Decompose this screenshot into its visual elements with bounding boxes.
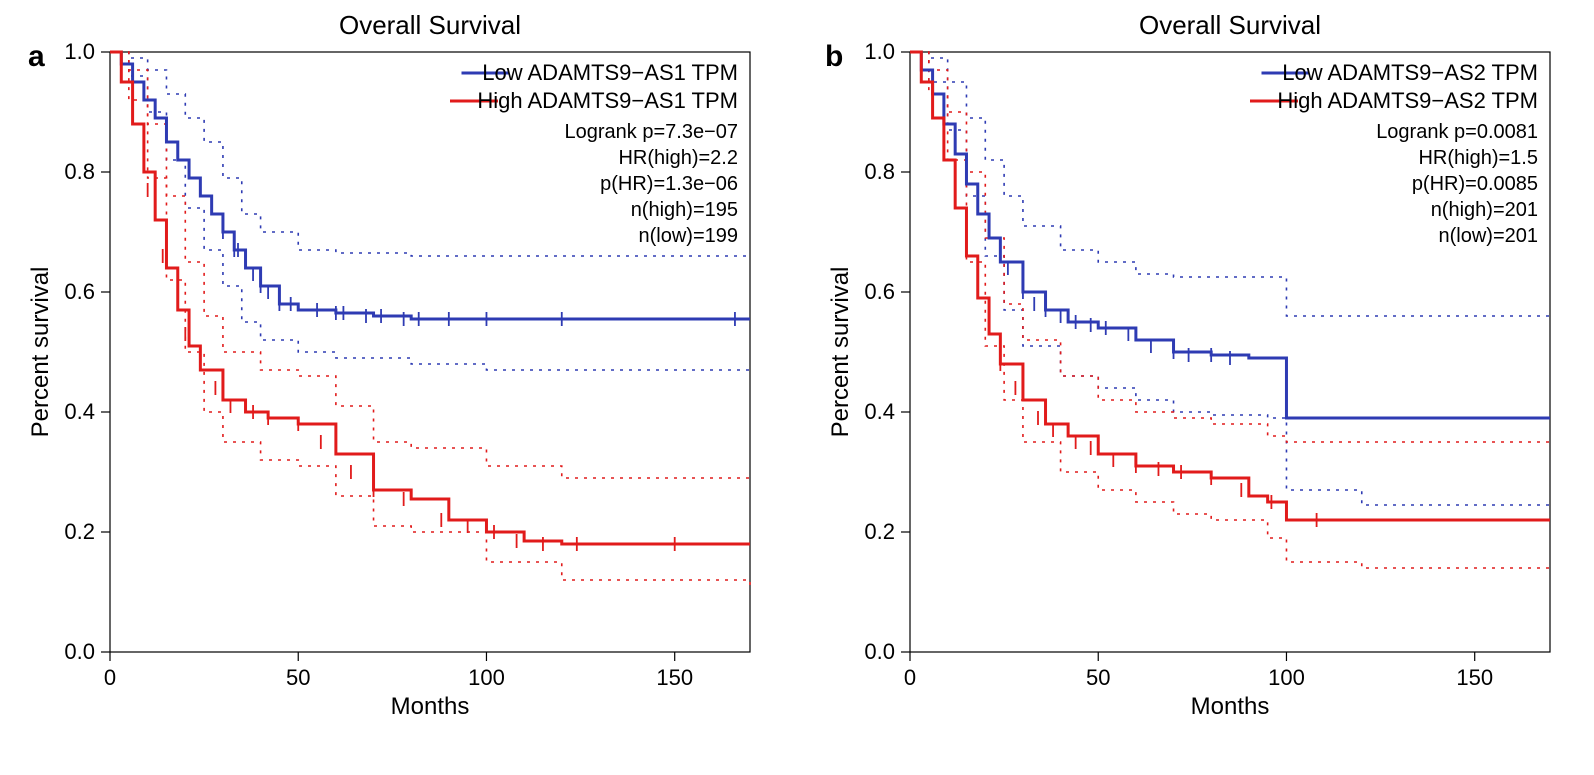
chart-title: Overall Survival	[1139, 10, 1321, 40]
y-tick-label: 1.0	[864, 39, 895, 64]
stats-line: p(HR)=1.3e−06	[600, 173, 738, 195]
x-tick-label: 100	[1268, 665, 1305, 690]
panel-a: 0 50 100 150 0.0 0.2 0.4 0.6 0.8 1.0 Months Percent…	[0, 0, 797, 775]
stats-line: Logrank p=7.3e−07	[565, 121, 739, 143]
stats-line: p(HR)=0.0085	[1412, 173, 1538, 195]
y-tick-label: 0.6	[864, 279, 895, 304]
stats-line: n(low)=199	[638, 225, 738, 247]
y-tick-label: 0.8	[64, 159, 95, 184]
x-tick-label: 100	[468, 665, 505, 690]
y-tick-label: 1.0	[64, 39, 95, 64]
x-axis-label: Months	[391, 693, 470, 720]
panel-b: 0 50 100 150 0.0 0.2 0.4 0.6 0.8 1.0 Months Percent…	[797, 0, 1594, 775]
x-tick-label: 50	[1086, 665, 1110, 690]
legend-label-low: Low ADAMTS9−AS1 TPM	[482, 60, 738, 85]
y-tick-label: 0.6	[64, 279, 95, 304]
y-tick-label: 0.2	[64, 519, 95, 544]
x-tick-label: 150	[1456, 665, 1493, 690]
y-tick-label: 0.4	[864, 399, 895, 424]
x-tick-label: 50	[286, 665, 310, 690]
ci-high_upper	[110, 52, 750, 478]
y-tick-label: 0.8	[864, 159, 895, 184]
x-tick-label: 0	[904, 665, 916, 690]
x-axis-label: Months	[1191, 693, 1270, 720]
stats-line: n(low)=201	[1438, 225, 1538, 247]
x-tick-label: 150	[656, 665, 693, 690]
stats-line: HR(high)=1.5	[1418, 147, 1538, 169]
panel-b-label: b	[825, 40, 843, 74]
y-axis-label: Percent survival	[827, 267, 854, 438]
y-axis-label: Percent survival	[27, 267, 54, 438]
stats-line: n(high)=201	[1431, 199, 1538, 221]
legend-label-low: Low ADAMTS9−AS2 TPM	[1282, 60, 1538, 85]
y-tick-label: 0.2	[864, 519, 895, 544]
legend-label-high: High ADAMTS9−AS1 TPM	[477, 88, 738, 113]
panel-a-label: a	[28, 40, 45, 74]
legend-label-high: High ADAMTS9−AS2 TPM	[1277, 88, 1538, 113]
y-tick-label: 0.4	[64, 399, 95, 424]
stats-line: HR(high)=2.2	[618, 147, 738, 169]
x-tick-label: 0	[104, 665, 116, 690]
stats-line: Logrank p=0.0081	[1376, 121, 1538, 143]
y-tick-label: 0.0	[64, 639, 95, 664]
y-tick-label: 0.0	[864, 639, 895, 664]
chart-title: Overall Survival	[339, 10, 521, 40]
stats-line: n(high)=195	[631, 199, 738, 221]
